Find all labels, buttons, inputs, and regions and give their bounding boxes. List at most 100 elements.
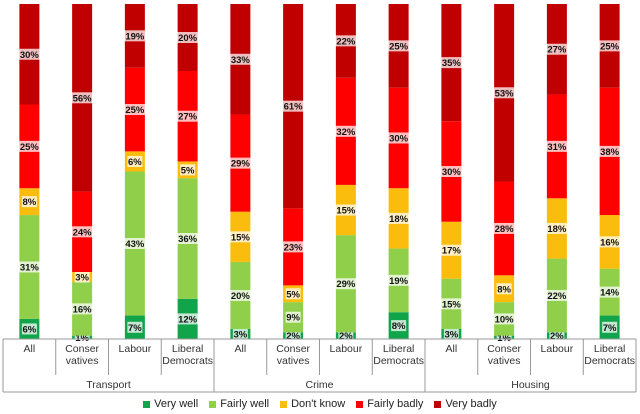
data-label-bg-0-5 [285, 330, 301, 342]
data-label-bg-0-7 [391, 320, 407, 332]
tick-label-7: Liberal Democrats [373, 343, 424, 367]
data-label-0-9: 1% [497, 333, 511, 344]
tick-label-line: Liberal [594, 343, 626, 355]
data-label-bg-2-0 [21, 196, 37, 208]
data-label-bg-2-8 [440, 244, 462, 256]
data-label-4-2: 19% [125, 31, 145, 42]
tick-label-2: Labour [119, 343, 152, 355]
tick-label-line: Liberal [172, 343, 204, 355]
data-label-bg-3-10 [546, 140, 568, 152]
data-label-bg-3-8 [440, 166, 462, 177]
data-label-bg-2-2 [127, 155, 143, 167]
data-label-bg-4-9 [493, 87, 515, 99]
data-label-bg-3-2 [124, 104, 146, 116]
data-label-bg-1-0 [18, 261, 40, 273]
data-label-bg-4-8 [440, 57, 462, 69]
tick-label-line: Labour [119, 343, 152, 355]
legend-label: Very well [154, 398, 199, 410]
data-label-0-2: 7% [128, 323, 142, 334]
data-label-bg-4-10 [546, 43, 568, 55]
data-label-1-1: 16% [73, 304, 93, 315]
legend-label: Very badly [445, 398, 497, 410]
data-label-bg-1-1 [71, 303, 93, 315]
data-label-bg-2-4 [229, 231, 251, 243]
tick-label-line: vatives [66, 355, 99, 367]
data-label-4-10: 27% [547, 45, 567, 56]
legend-item-very-well: Very well [143, 398, 198, 410]
data-label-bg-1-4 [229, 289, 251, 301]
tick-label-line: vatives [277, 355, 310, 367]
data-label-bg-1-8 [440, 298, 462, 310]
legend-swatch [209, 400, 217, 408]
tick-label-line: Liberal [383, 343, 415, 355]
tick-label-line: Democrats [162, 355, 213, 367]
data-label-bg-3-1 [71, 226, 93, 238]
tick-label-line: Labour [541, 343, 574, 355]
data-label-2-3: 5% [181, 165, 195, 176]
tick-label-line: Democrats [584, 355, 635, 367]
data-label-2-11: 16% [600, 237, 620, 248]
tick-label-9: Conser vatives [487, 343, 521, 367]
tick-label-line: All [235, 343, 247, 355]
data-label-bg-3-11 [599, 145, 621, 157]
data-label-1-11: 14% [600, 288, 620, 299]
data-label-2-5: 5% [286, 289, 300, 300]
group-label-2: Housing [511, 379, 550, 391]
data-label-4-0: 30% [20, 50, 40, 61]
data-label-bg-2-1 [74, 271, 90, 283]
data-label-bg-0-10 [549, 330, 565, 342]
data-label-bg-4-5 [282, 100, 304, 112]
data-label-bg-0-1 [74, 331, 90, 343]
tick-label-11: Liberal Democrats [584, 343, 635, 367]
data-label-2-10: 18% [547, 224, 567, 235]
data-label-bg-4-3 [177, 32, 199, 43]
data-label-bg-3-7 [388, 132, 410, 144]
data-label-2-6: 15% [336, 206, 356, 217]
data-label-bg-3-0 [18, 140, 40, 152]
tick-label-line: Conser [487, 343, 521, 355]
data-label-bg-0-3 [177, 313, 199, 325]
data-label-1-5: 9% [286, 313, 300, 324]
data-label-bg-4-0 [18, 48, 40, 60]
data-label-3-7: 30% [389, 134, 409, 145]
data-label-bg-2-10 [546, 222, 568, 234]
tick-label-line: All [24, 343, 36, 355]
data-label-4-1: 56% [73, 93, 93, 104]
data-label-bg-1-2 [124, 238, 146, 250]
data-label-bg-0-4 [232, 328, 248, 340]
data-label-bg-2-7 [388, 212, 410, 224]
data-label-bg-1-5 [285, 311, 301, 323]
data-label-3-6: 32% [336, 127, 356, 138]
data-label-bg-2-6 [335, 204, 357, 216]
data-label-3-0: 25% [20, 142, 40, 153]
legend-item-fairly-well: Fairly well [209, 398, 269, 410]
tick-label-line: Democrats [373, 355, 424, 367]
data-label-0-5: 2% [286, 331, 300, 342]
data-label-0-4: 3% [234, 329, 248, 340]
data-label-3-9: 28% [495, 224, 515, 235]
data-label-bg-1-7 [388, 274, 410, 286]
data-label-bg-3-6 [335, 125, 357, 137]
chart-legend: Very well Fairly well Don't know Fairly bad… [0, 396, 640, 412]
data-label-3-3: 27% [178, 112, 198, 123]
data-label-bg-1-6 [335, 278, 357, 290]
tick-label-4: All [235, 343, 247, 355]
group-label-0: Transport [86, 379, 131, 391]
data-label-1-10: 22% [547, 291, 567, 302]
data-label-1-0: 31% [20, 262, 40, 273]
data-label-1-2: 43% [125, 239, 145, 250]
data-label-bg-0-11 [602, 321, 618, 333]
tick-label-3: Liberal Democrats [162, 343, 213, 367]
data-label-4-7: 25% [389, 41, 409, 52]
data-label-2-9: 8% [497, 284, 511, 295]
data-label-bg-4-1 [71, 92, 93, 104]
data-label-0-1: 1% [75, 333, 89, 344]
legend-label: Don't know [291, 398, 346, 410]
data-label-4-8: 35% [442, 58, 462, 69]
data-label-2-7: 18% [389, 214, 409, 225]
data-label-2-2: 6% [128, 157, 142, 168]
tick-label-line: Conser [276, 343, 310, 355]
legend-swatch [356, 400, 364, 408]
data-label-3-8: 30% [442, 167, 462, 178]
